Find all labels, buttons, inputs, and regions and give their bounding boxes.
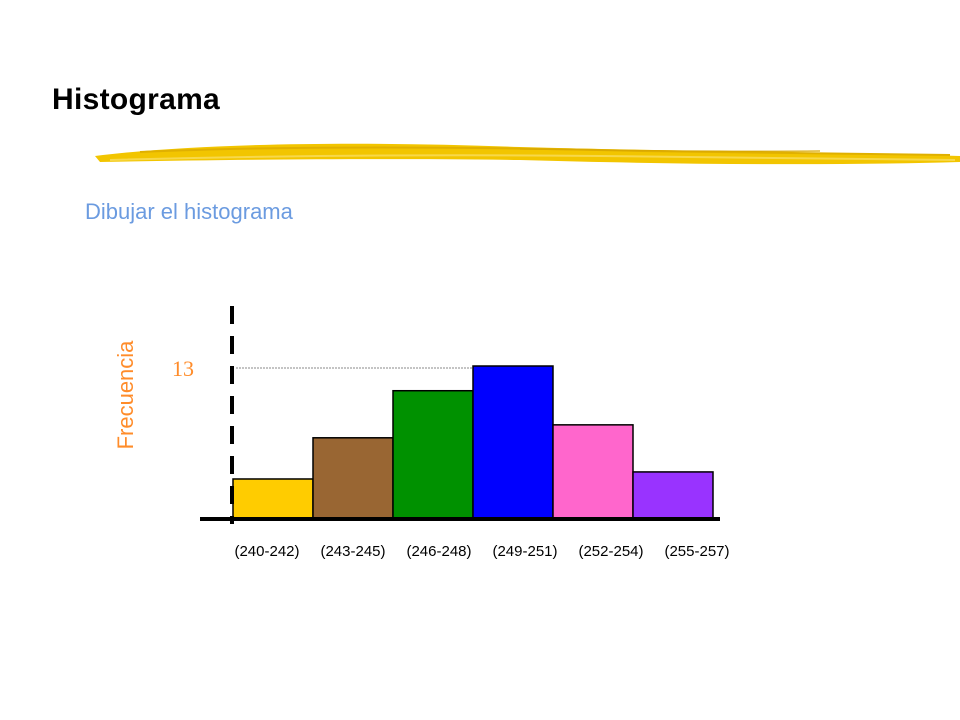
tick-label-group: (240-242) (243-245) (246-248) (249-251) (252… xyxy=(234,543,729,560)
slide-subtitle: Dibujar el histograma xyxy=(85,199,293,224)
yellow-brush-stroke xyxy=(95,143,960,165)
bar-243-245 xyxy=(312,437,394,520)
slide-title: Histograma xyxy=(52,83,221,116)
bar-group xyxy=(232,365,714,520)
y-axis-label: Frecuencia xyxy=(113,340,138,450)
bar-246-248 xyxy=(392,389,474,520)
x-tick-label-255-257: (255-257) xyxy=(664,543,729,560)
x-tick-label-246-248: (246-248) xyxy=(406,543,471,560)
x-tick-label-243-245: (243-245) xyxy=(320,543,385,560)
x-tick-label-252-254: (252-254) xyxy=(578,543,643,560)
x-tick-label-249-251: (249-251) xyxy=(492,543,557,560)
bar-240-242 xyxy=(232,478,314,520)
x-tick-label-240-242: (240-242) xyxy=(234,543,299,560)
bar-249-251 xyxy=(472,365,554,520)
reference-label-13: 13 xyxy=(172,356,194,381)
bar-255-257 xyxy=(632,471,714,520)
bar-252-254 xyxy=(552,424,634,520)
